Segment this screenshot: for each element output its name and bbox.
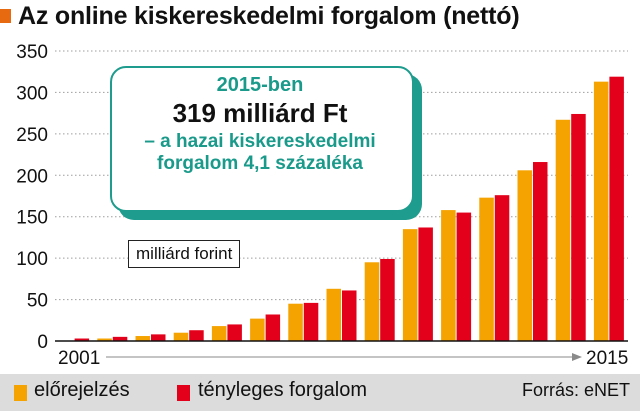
bar-actual-2015 (609, 76, 624, 341)
legend-label-forecast: előrejelzés (34, 379, 130, 401)
legend-swatch-forecast (14, 385, 27, 401)
y-tick-label: 0 (37, 332, 48, 353)
x-start-label: 2001 (58, 348, 100, 369)
callout-line2: 319 milliárd Ft (172, 98, 348, 128)
bar-actual-2005 (227, 324, 242, 341)
bar-forecast-2004 (173, 332, 189, 341)
bar-actual-2004 (189, 330, 204, 341)
bar-forecast-2013 (517, 170, 532, 341)
bar-actual-2012 (494, 195, 510, 341)
grid-lines (55, 50, 628, 301)
bar-actual-2009 (380, 258, 395, 341)
bar-forecast-2005 (211, 326, 227, 341)
callout-line4: forgalom 4,1 százaléka (157, 152, 363, 174)
bar-actual-2007 (303, 302, 319, 341)
bar-forecast-2009 (364, 262, 380, 341)
y-tick-label: 50 (27, 291, 48, 312)
bar-forecast-2007 (288, 303, 303, 341)
bar-forecast-2012 (479, 197, 494, 341)
bar-actual-2001 (74, 338, 90, 341)
bar-forecast-2008 (326, 288, 341, 341)
bar-actual-2003 (151, 334, 166, 341)
bar-forecast-2003 (135, 336, 150, 341)
time-arrow-head (572, 353, 582, 361)
y-tick-label: 200 (16, 166, 48, 187)
axes: 0 50 100 150 200 250 300 350 2001 2015 (16, 42, 628, 369)
bar-chart: 0 50 100 150 200 250 300 350 2001 2015 (16, 42, 628, 369)
bar-forecast-2006 (250, 318, 265, 341)
unit-label: milliárd forint (128, 240, 241, 268)
y-tick-label: 150 (16, 208, 48, 229)
callout-background (110, 66, 414, 212)
bar-forecast-2002 (97, 338, 112, 341)
y-tick-label: 100 (16, 249, 48, 270)
callout-box: 2015-ben 319 milliárd Ft – a hazai kiske… (110, 66, 414, 212)
y-tick-label: 300 (16, 83, 48, 104)
chart-title: Az online kiskereskedelmi forgalom (nett… (18, 2, 520, 30)
legend-label-actual: tényleges forgalom (198, 379, 367, 401)
y-tick-label: 350 (16, 42, 48, 63)
bar-forecast-2014 (555, 119, 571, 342)
title-marker (0, 9, 11, 23)
bar-actual-2014 (571, 113, 586, 341)
bar-actual-2013 (533, 162, 548, 341)
callout-line3: – a hazai kiskereskedelmi (144, 130, 376, 152)
legend (0, 374, 640, 411)
bar-forecast-2010 (402, 229, 418, 341)
source-note: Forrás: eNET (521, 380, 630, 400)
bar-forecast-2011 (441, 210, 456, 341)
bar-forecast-2015 (593, 81, 609, 342)
bar-actual-2010 (418, 227, 433, 341)
bar-actual-2008 (342, 290, 357, 341)
y-tick-label: 250 (16, 125, 48, 146)
callout-line1: 2015-ben (216, 74, 304, 96)
bar-actual-2006 (265, 314, 281, 341)
bar-actual-2011 (456, 212, 472, 341)
x-end-label: 2015 (586, 348, 628, 369)
bars (74, 76, 624, 342)
bar-actual-2002 (112, 336, 128, 341)
legend-swatch-actual (177, 385, 190, 401)
